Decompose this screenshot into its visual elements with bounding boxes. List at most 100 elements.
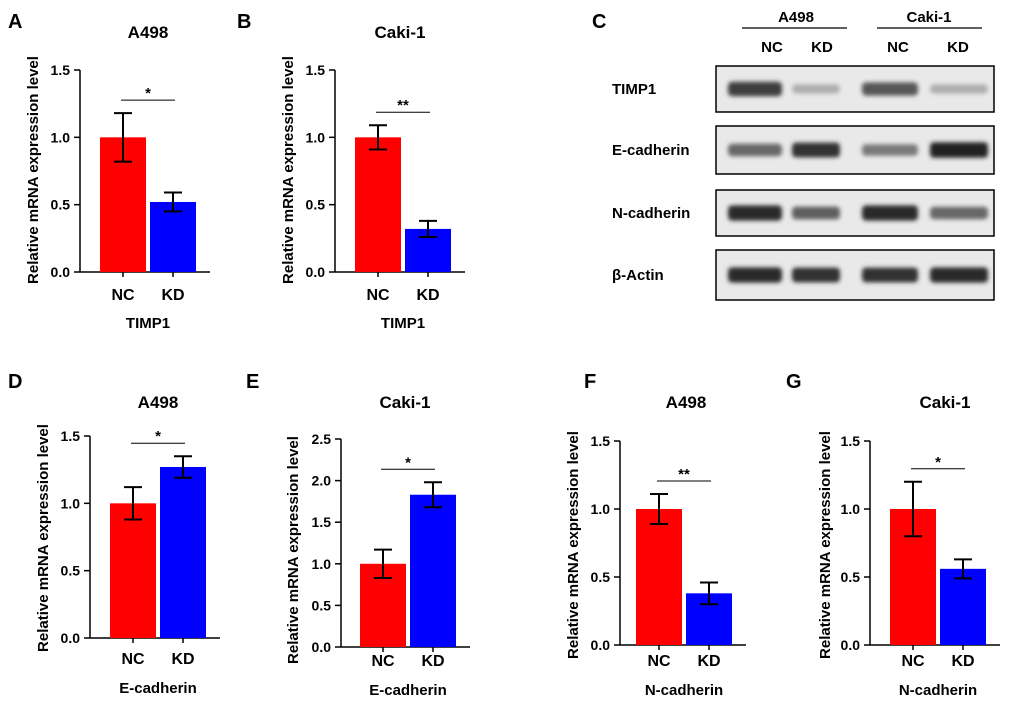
category-label: NC	[111, 287, 135, 304]
blot-band	[862, 82, 918, 96]
blot-band	[862, 267, 918, 283]
blot-band	[792, 84, 840, 94]
category-label: KD	[697, 653, 720, 670]
y-tick-label: 0.5	[591, 569, 611, 585]
blot-band	[792, 267, 840, 283]
x-axis-label: E-cadherin	[119, 680, 197, 697]
y-tick-label: 0.5	[841, 569, 861, 585]
blot-band	[862, 205, 918, 221]
y-tick-label: 0.5	[61, 563, 81, 579]
category-label: NC	[121, 651, 145, 668]
y-tick-label: 1.0	[306, 129, 326, 145]
blot-band	[930, 84, 988, 94]
y-axis-label: Relative mRNA expression level	[285, 436, 302, 664]
western-blot-panel: C A498 Caki-1 NC KD NC KD TIMP1 E-cadherin N-cadh…	[592, 9, 995, 301]
chart-title: A498	[666, 393, 707, 412]
blot-row-label: TIMP1	[612, 81, 656, 98]
category-label: KD	[416, 287, 439, 304]
chart-panel-f: F A498 Relative mRNA expression level 0.0 0.…	[565, 371, 746, 699]
y-tick-label: 1.5	[591, 433, 611, 449]
y-tick-label: 1.0	[591, 501, 611, 517]
y-tick-label: 1.0	[312, 556, 332, 572]
significance-marker: **	[678, 466, 690, 483]
significance-marker: *	[405, 454, 411, 471]
y-tick-label: 1.5	[306, 62, 326, 78]
bar-nc	[636, 509, 682, 645]
x-axis-label: TIMP1	[126, 315, 170, 332]
bar-kd	[410, 494, 456, 647]
chart-panel-a: A A498 Relative mRNA expression level 0.0 0.…	[8, 11, 210, 332]
blot-band	[930, 206, 988, 220]
lane-label: KD	[811, 39, 833, 56]
significance-marker: **	[397, 97, 409, 114]
panel-letter: G	[786, 371, 802, 393]
y-tick-label: 1.5	[61, 428, 81, 444]
bar-nc	[110, 503, 156, 638]
panel-letter: A	[8, 11, 22, 33]
y-axis-label: Relative mRNA expression level	[280, 56, 297, 284]
chart-panel-b: B Caki-1 Relative mRNA expression level 0.0…	[237, 11, 465, 332]
y-tick-label: 1.5	[312, 514, 332, 530]
y-tick-label: 0.5	[312, 597, 332, 613]
y-axis-label: Relative mRNA expression level	[817, 431, 834, 659]
x-axis-label: N-cadherin	[645, 682, 723, 699]
blot-row-label: N-cadherin	[612, 205, 690, 222]
y-axis-label: Relative mRNA expression level	[35, 424, 52, 652]
blot-row-label: β-Actin	[612, 267, 664, 284]
y-tick-label: 0.0	[51, 264, 71, 280]
chart-title: A498	[128, 23, 169, 42]
blot-band	[792, 206, 840, 220]
blot-band	[728, 143, 782, 157]
bar-kd	[160, 466, 206, 638]
panel-letter: F	[584, 371, 596, 393]
category-label: NC	[366, 287, 390, 304]
x-axis-label: N-cadherin	[899, 682, 977, 699]
panel-letter: B	[237, 11, 251, 33]
category-label: KD	[421, 653, 444, 670]
x-axis-label: E-cadherin	[369, 682, 447, 699]
chart-panel-d: D A498 Relative mRNA expression level 0.0 0.…	[8, 371, 220, 697]
panel-letter: D	[8, 371, 22, 393]
lane-label: KD	[947, 39, 969, 56]
lane-label: NC	[761, 39, 783, 56]
y-axis-label: Relative mRNA expression level	[565, 431, 582, 659]
y-tick-label: 2.5	[312, 431, 332, 447]
y-tick-label: 0.5	[51, 197, 71, 213]
blot-band	[792, 142, 840, 158]
y-tick-label: 2.0	[312, 473, 332, 489]
category-label: KD	[171, 651, 194, 668]
y-axis-label: Relative mRNA expression level	[25, 56, 42, 284]
y-tick-label: 0.0	[61, 630, 81, 646]
chart-panel-g: G Caki-1 Relative mRNA expression level 0.0…	[786, 371, 1000, 699]
panel-letter: E	[246, 371, 259, 393]
category-label: NC	[371, 653, 395, 670]
significance-marker: *	[155, 428, 161, 445]
x-axis-label: TIMP1	[381, 315, 425, 332]
bar-kd	[940, 568, 986, 645]
category-label: NC	[647, 653, 671, 670]
bar-nc	[355, 137, 401, 272]
y-tick-label: 1.5	[51, 62, 71, 78]
y-tick-label: 0.0	[312, 639, 332, 655]
y-tick-label: 0.0	[591, 637, 611, 653]
y-tick-label: 1.0	[841, 501, 861, 517]
y-tick-label: 1.5	[841, 433, 861, 449]
category-label: NC	[901, 653, 925, 670]
chart-title: Caki-1	[374, 23, 425, 42]
blot-band	[930, 267, 988, 283]
significance-marker: *	[145, 85, 151, 102]
y-tick-label: 1.0	[61, 495, 81, 511]
blot-band	[930, 142, 988, 158]
lane-label: NC	[887, 39, 909, 56]
cell-line-label: Caki-1	[906, 9, 951, 26]
chart-panel-e: E Caki-1 Relative mRNA expression level 0.0…	[246, 371, 470, 699]
chart-title: Caki-1	[919, 393, 970, 412]
category-label: KD	[951, 653, 974, 670]
category-label: KD	[161, 287, 184, 304]
blot-band	[728, 205, 782, 221]
cell-line-label: A498	[778, 9, 814, 26]
chart-title: Caki-1	[379, 393, 430, 412]
bar-kd	[150, 201, 196, 272]
significance-marker: *	[935, 454, 941, 471]
